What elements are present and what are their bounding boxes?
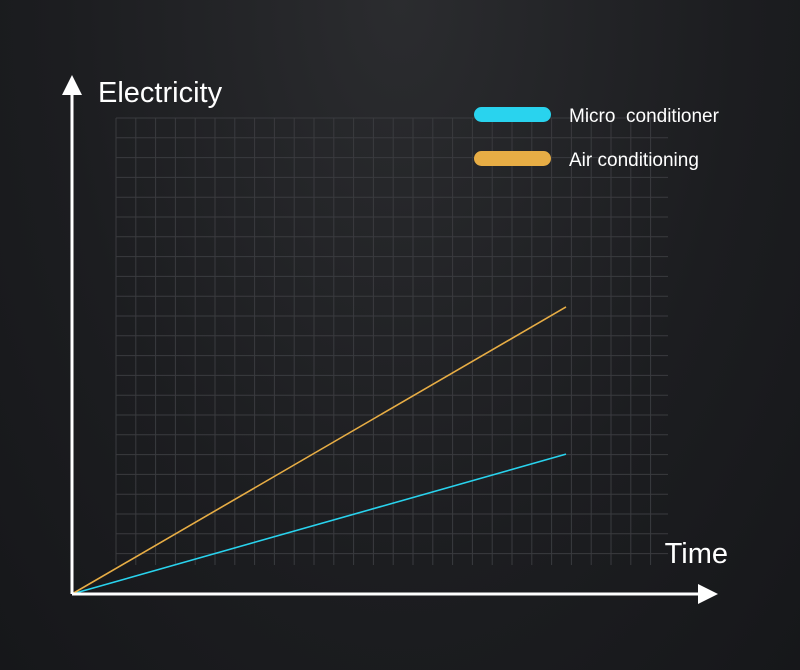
legend-swatch xyxy=(474,107,551,122)
series-line-air-conditioning xyxy=(71,306,567,595)
x-axis: Time xyxy=(72,538,728,604)
series-lines xyxy=(71,306,567,595)
legend-label: Micro conditioner xyxy=(569,106,720,127)
y-axis: Electricity xyxy=(62,75,223,594)
chart-grid xyxy=(115,117,668,565)
y-axis-arrow-icon xyxy=(62,75,82,95)
legend-item-air-conditioning: Air conditioning xyxy=(474,150,699,171)
y-axis-label: Electricity xyxy=(98,77,223,109)
legend-label: Air conditioning xyxy=(569,150,699,171)
legend-item-micro-conditioner: Micro conditioner xyxy=(474,106,720,127)
legend: Micro conditioner Air conditioning xyxy=(474,106,720,171)
x-axis-label: Time xyxy=(665,538,728,570)
x-axis-arrow-icon xyxy=(698,584,718,604)
series-line-micro-conditioner xyxy=(71,453,567,595)
legend-swatch xyxy=(474,151,551,166)
